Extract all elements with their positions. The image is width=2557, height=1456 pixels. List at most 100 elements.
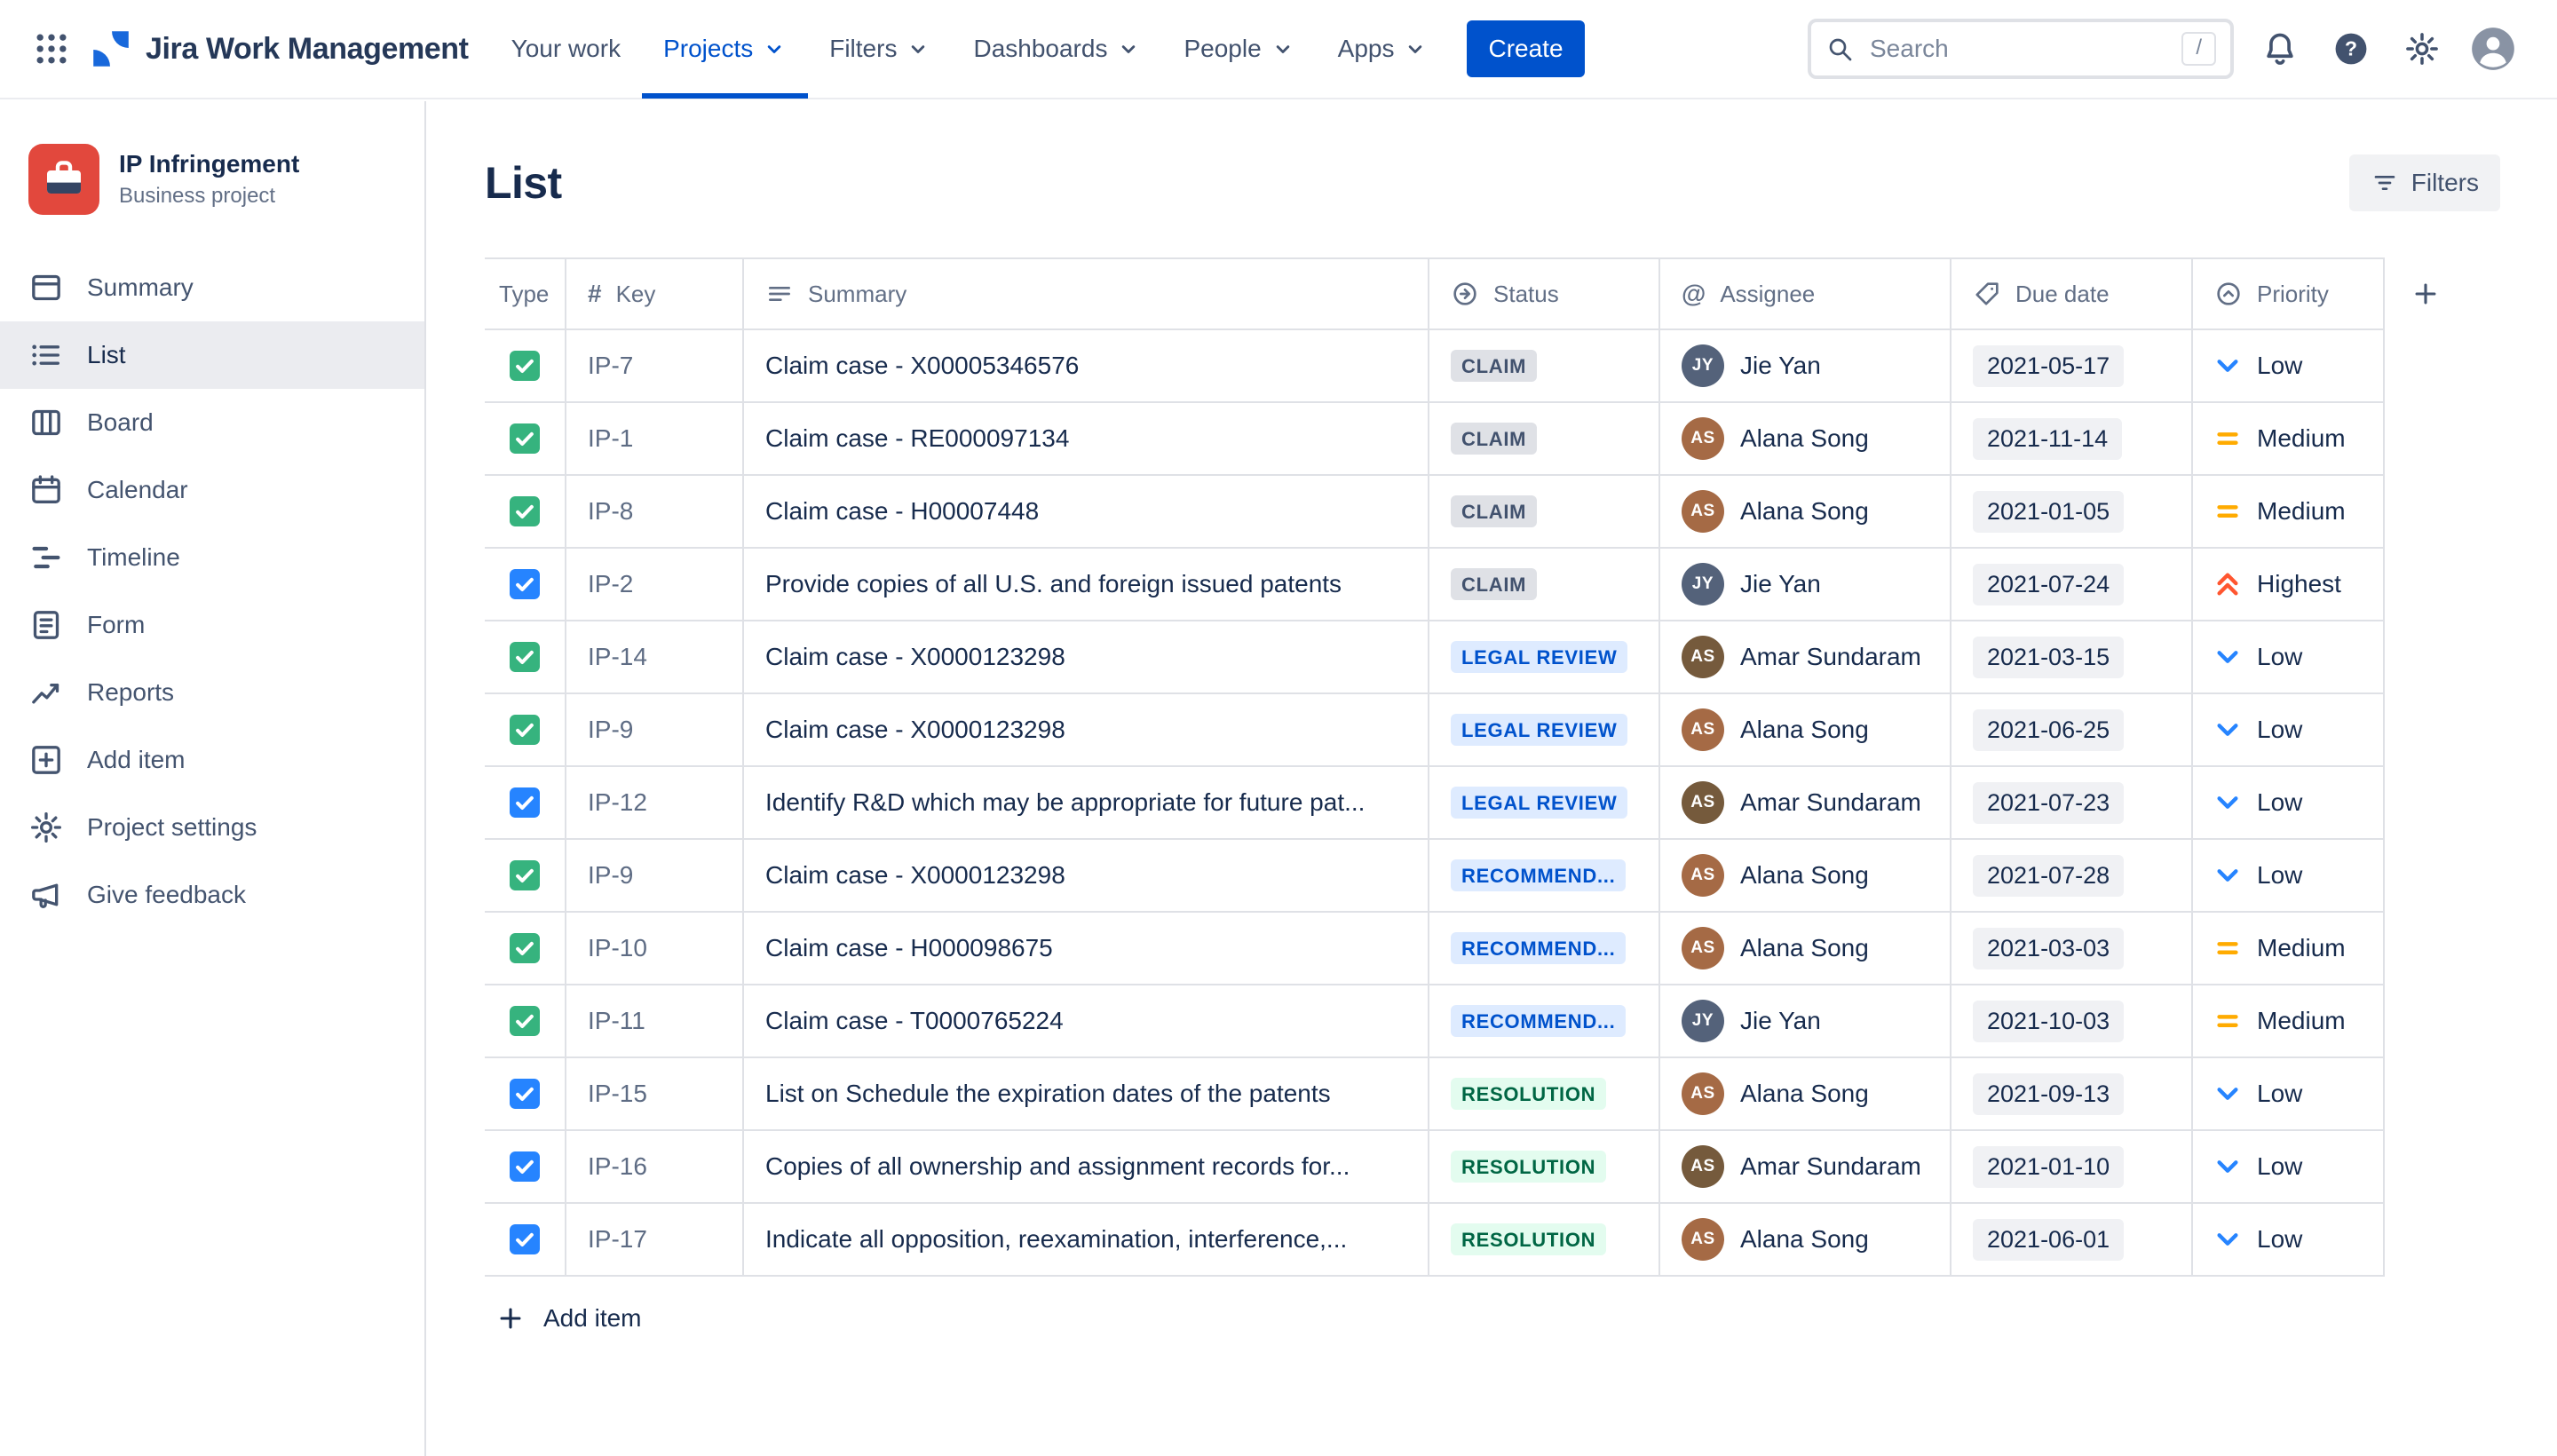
summary-cell[interactable]: Provide copies of all U.S. and foreign i… xyxy=(744,549,1429,621)
assignee-cell[interactable]: AS Amar Sundaram xyxy=(1660,1131,1951,1204)
summary-cell[interactable]: Identify R&D which may be appropriate fo… xyxy=(744,767,1429,840)
table-row[interactable]: IP-8 Claim case - H00007448 CLAIM AS Alana S… xyxy=(485,476,2500,549)
search-box[interactable]: / xyxy=(1808,19,2234,79)
type-cell[interactable] xyxy=(485,985,566,1058)
column-header-status[interactable]: Status xyxy=(1429,259,1660,330)
assignee-cell[interactable]: AS Amar Sundaram xyxy=(1660,767,1951,840)
sidebar-item-list[interactable]: List xyxy=(0,321,424,389)
sidebar-item-reports[interactable]: Reports xyxy=(0,659,424,726)
status-cell[interactable]: CLAIM xyxy=(1429,549,1660,621)
table-row[interactable]: IP-14 Claim case - X0000123298 LEGAL REVIE… xyxy=(485,621,2500,694)
due-date-cell[interactable]: 2021-11-14 xyxy=(1951,403,2193,476)
nav-item-projects[interactable]: Projects xyxy=(642,0,809,99)
type-cell[interactable] xyxy=(485,1204,566,1277)
table-row[interactable]: IP-15 List on Schedule the expiration dat… xyxy=(485,1058,2500,1131)
table-row[interactable]: IP-17 Indicate all opposition, reexaminat… xyxy=(485,1204,2500,1277)
help-button[interactable]: ? xyxy=(2323,20,2379,77)
filters-button[interactable]: Filters xyxy=(2348,154,2500,211)
column-header-priority[interactable]: Priority xyxy=(2193,259,2385,330)
type-cell[interactable] xyxy=(485,694,566,767)
nav-item-your-work[interactable]: Your work xyxy=(490,0,642,99)
priority-cell[interactable]: Medium xyxy=(2193,403,2385,476)
type-cell[interactable] xyxy=(485,913,566,985)
status-cell[interactable]: RESOLUTION xyxy=(1429,1058,1660,1131)
create-button[interactable]: Create xyxy=(1467,20,1585,77)
type-cell[interactable] xyxy=(485,476,566,549)
notifications-button[interactable] xyxy=(2252,20,2308,77)
type-cell[interactable] xyxy=(485,330,566,403)
due-date-cell[interactable]: 2021-06-25 xyxy=(1951,694,2193,767)
summary-cell[interactable]: Copies of all ownership and assignment r… xyxy=(744,1131,1429,1204)
summary-cell[interactable]: Claim case - H000098675 xyxy=(744,913,1429,985)
assignee-cell[interactable]: AS Amar Sundaram xyxy=(1660,621,1951,694)
summary-cell[interactable]: Indicate all opposition, reexamination, … xyxy=(744,1204,1429,1277)
summary-cell[interactable]: Claim case - RE000097134 xyxy=(744,403,1429,476)
add-item-button[interactable]: Add item xyxy=(485,1277,653,1360)
table-row[interactable]: IP-12 Identify R&D which may be appropria… xyxy=(485,767,2500,840)
status-cell[interactable]: RECOMMEND... xyxy=(1429,840,1660,913)
due-date-cell[interactable]: 2021-01-05 xyxy=(1951,476,2193,549)
sidebar-item-timeline[interactable]: Timeline xyxy=(0,524,424,591)
type-cell[interactable] xyxy=(485,767,566,840)
nav-item-dashboards[interactable]: Dashboards xyxy=(952,0,1162,99)
summary-cell[interactable]: Claim case - X00005346576 xyxy=(744,330,1429,403)
due-date-cell[interactable]: 2021-09-13 xyxy=(1951,1058,2193,1131)
status-cell[interactable]: RESOLUTION xyxy=(1429,1204,1660,1277)
status-cell[interactable]: CLAIM xyxy=(1429,330,1660,403)
assignee-cell[interactable]: JY Jie Yan xyxy=(1660,549,1951,621)
priority-cell[interactable]: Low xyxy=(2193,840,2385,913)
nav-item-filters[interactable]: Filters xyxy=(808,0,952,99)
due-date-cell[interactable]: 2021-07-24 xyxy=(1951,549,2193,621)
key-cell[interactable]: IP-7 xyxy=(566,330,744,403)
key-cell[interactable]: IP-11 xyxy=(566,985,744,1058)
status-cell[interactable]: RECOMMEND... xyxy=(1429,913,1660,985)
status-cell[interactable]: CLAIM xyxy=(1429,403,1660,476)
type-cell[interactable] xyxy=(485,403,566,476)
nav-item-apps[interactable]: Apps xyxy=(1317,0,1450,99)
key-cell[interactable]: IP-16 xyxy=(566,1131,744,1204)
table-row[interactable]: IP-10 Claim case - H000098675 RECOMMEND...… xyxy=(485,913,2500,985)
summary-cell[interactable]: Claim case - X0000123298 xyxy=(744,694,1429,767)
priority-cell[interactable]: Low xyxy=(2193,1058,2385,1131)
assignee-cell[interactable]: JY Jie Yan xyxy=(1660,330,1951,403)
column-header-type[interactable]: Type xyxy=(485,259,566,330)
column-header-assignee[interactable]: @ Assignee xyxy=(1660,259,1951,330)
nav-item-people[interactable]: People xyxy=(1162,0,1316,99)
priority-cell[interactable]: Low xyxy=(2193,767,2385,840)
assignee-cell[interactable]: AS Alana Song xyxy=(1660,476,1951,549)
key-cell[interactable]: IP-1 xyxy=(566,403,744,476)
due-date-cell[interactable]: 2021-07-23 xyxy=(1951,767,2193,840)
key-cell[interactable]: IP-12 xyxy=(566,767,744,840)
jira-logo[interactable]: Jira Work Management xyxy=(82,27,490,71)
priority-cell[interactable]: Low xyxy=(2193,1204,2385,1277)
sidebar-item-board[interactable]: Board xyxy=(0,389,424,456)
key-cell[interactable]: IP-9 xyxy=(566,840,744,913)
column-header-key[interactable]: # Key xyxy=(566,259,744,330)
priority-cell[interactable]: Low xyxy=(2193,694,2385,767)
due-date-cell[interactable]: 2021-05-17 xyxy=(1951,330,2193,403)
type-cell[interactable] xyxy=(485,549,566,621)
column-header-summary[interactable]: Summary xyxy=(744,259,1429,330)
due-date-cell[interactable]: 2021-01-10 xyxy=(1951,1131,2193,1204)
status-cell[interactable]: RECOMMEND... xyxy=(1429,985,1660,1058)
sidebar-item-add-item[interactable]: Add item xyxy=(0,726,424,794)
status-cell[interactable]: LEGAL REVIEW xyxy=(1429,694,1660,767)
sidebar-item-form[interactable]: Form xyxy=(0,591,424,659)
key-cell[interactable]: IP-14 xyxy=(566,621,744,694)
table-row[interactable]: IP-1 Claim case - RE000097134 CLAIM AS Alana… xyxy=(485,403,2500,476)
table-row[interactable]: IP-7 Claim case - X00005346576 CLAIM JY Jie … xyxy=(485,330,2500,403)
type-cell[interactable] xyxy=(485,1131,566,1204)
search-input[interactable] xyxy=(1866,33,2170,65)
status-cell[interactable]: LEGAL REVIEW xyxy=(1429,621,1660,694)
priority-cell[interactable]: Medium xyxy=(2193,476,2385,549)
priority-cell[interactable]: Low xyxy=(2193,621,2385,694)
key-cell[interactable]: IP-17 xyxy=(566,1204,744,1277)
table-row[interactable]: IP-16 Copies of all ownership and assignm… xyxy=(485,1131,2500,1204)
summary-cell[interactable]: Claim case - T0000765224 xyxy=(744,985,1429,1058)
sidebar-item-summary[interactable]: Summary xyxy=(0,254,424,321)
table-row[interactable]: IP-11 Claim case - T0000765224 RECOMMEND..… xyxy=(485,985,2500,1058)
due-date-cell[interactable]: 2021-06-01 xyxy=(1951,1204,2193,1277)
assignee-cell[interactable]: AS Alana Song xyxy=(1660,403,1951,476)
app-switcher-button[interactable] xyxy=(21,19,82,79)
column-header-due-date[interactable]: Due date xyxy=(1951,259,2193,330)
